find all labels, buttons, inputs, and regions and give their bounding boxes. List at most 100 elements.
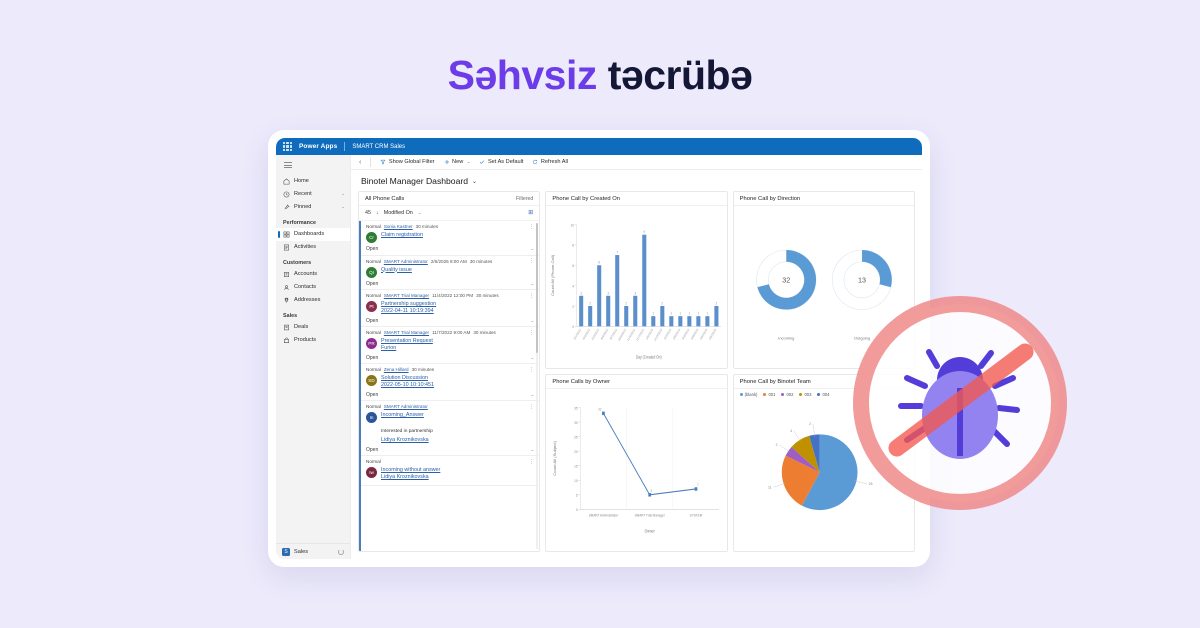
legend-item[interactable]: 002 [781, 392, 793, 397]
chevron-down-icon[interactable]: ⌄ [530, 246, 535, 251]
list-item[interactable]: Normal ⋮ Iw Incoming without answer Lidi… [361, 456, 540, 486]
area-switcher-icon[interactable] [338, 548, 344, 555]
more-options-icon[interactable]: ⋮ [528, 292, 535, 299]
bar-chart[interactable]: 0 2 4 6 8 10 3 3/1/2022 2 4/4/2022 6 6/2/2022 3 8/4/2… [546, 206, 726, 368]
svg-text:SMART Administrator: SMART Administrator [589, 513, 619, 517]
subject-link[interactable]: Presentation Request [381, 338, 433, 344]
legend-item[interactable]: 004 [817, 392, 829, 397]
chevron-down-icon[interactable]: ⌄ [530, 391, 535, 397]
chevron-down-icon[interactable]: ⌄ [530, 317, 535, 323]
chevron-down-icon[interactable]: ⌄ [530, 446, 535, 452]
subject-link[interactable]: Incoming without answer [381, 467, 441, 473]
subject-link[interactable]: Quality issue [381, 266, 412, 273]
more-options-icon[interactable]: ⋮ [528, 258, 535, 264]
sidebar-item-products[interactable]: Products [276, 334, 350, 347]
chevron-down-icon[interactable]: ⌄ [472, 178, 478, 185]
sidebar-item-activities[interactable]: Activities [276, 241, 350, 254]
sidebar-item-label: Pinned [294, 204, 312, 211]
subject-link[interactable]: Incoming_Answer [381, 412, 424, 418]
sidebar-item-accounts[interactable]: Accounts [276, 268, 350, 281]
subject-link[interactable]: Claim registration [381, 232, 423, 238]
list-item[interactable]: Normal SMART Trial Manager 11/4/2022 12:… [361, 290, 540, 327]
sidebar-item-home[interactable]: Home [276, 175, 350, 188]
chevron-down-icon[interactable]: ⌄ [341, 203, 345, 209]
sidebar-item-label: Dashboards [294, 231, 325, 238]
owner-link[interactable]: Zena Hillard [383, 367, 409, 372]
back-button[interactable]: ‹ [359, 158, 362, 166]
chevron-down-icon[interactable]: ⌄ [530, 280, 535, 286]
owner-link[interactable]: SMART Trial Manager [383, 293, 430, 298]
card-header: Phone Call by Binotel Team [733, 375, 914, 389]
owner-link[interactable]: SMART Administrator [383, 258, 428, 264]
refresh-all-button[interactable]: Refresh All [532, 159, 568, 165]
phone-calls-list[interactable]: Normal Sonia Kastner 30 minutes ⋮ Cr [359, 221, 540, 551]
list-item-subject: Incoming_Answer Interested in partnershi… [381, 412, 433, 444]
svg-text:5: 5 [651, 488, 653, 492]
donut-chart[interactable]: 32 Incoming 13 Outgoing [734, 206, 914, 368]
sidebar-item-pinned[interactable]: Pinned ⌄ [276, 201, 350, 214]
svg-text:32: 32 [782, 275, 790, 284]
list-item-meta: Normal SMART Administrator 2/6/2025 8:00… [366, 258, 534, 264]
duration-label: 30 minutes [415, 224, 439, 229]
subject-link[interactable]: Solution Discussion [381, 375, 429, 381]
list-item-subject: Solution Discussion 2022-05-10 10:10:451 [381, 375, 434, 389]
more-options-icon[interactable]: ⋮ [528, 223, 535, 230]
app-name-label[interactable]: SMART CRM Sales [352, 143, 406, 150]
more-options-icon[interactable]: ⋮ [528, 458, 535, 465]
owner-link[interactable]: SMART Trial Manager [383, 330, 430, 335]
svg-text:Owner: Owner [645, 528, 656, 534]
legend-item[interactable]: 001 [763, 392, 775, 397]
set-as-default-button[interactable]: Set As Default [479, 159, 523, 165]
accounts-icon [283, 271, 290, 278]
subject-sublink[interactable]: 2022-05-10 10:10:451 [381, 381, 435, 388]
sidebar-item-dashboards[interactable]: Dashboards [276, 227, 350, 241]
list-item[interactable]: Normal Zena Hillard 30 minutes ⋮ SD [361, 364, 540, 401]
svg-text:Count:All (Subject): Count:All (Subject) [554, 441, 557, 476]
more-options-icon[interactable]: ⋮ [528, 403, 535, 410]
waffle-menu-icon[interactable] [283, 142, 292, 151]
line-chart[interactable]: 0 5 10 15 20 25 30 35 33 SMART Administrator 5 SMAR… [546, 389, 726, 551]
refresh-icon [533, 159, 538, 165]
sidebar-item-addresses[interactable]: Addresses [276, 294, 350, 307]
list-item[interactable]: Normal SMART Trial Manager 11/7/2022 9:0… [361, 327, 540, 364]
svg-text:SYSTEM: SYSTEM [690, 513, 703, 517]
subject-sublink[interactable]: Furion [381, 344, 397, 351]
owner-link[interactable]: Sonia Kastner [383, 224, 413, 229]
dashboard-title-bar[interactable]: Binotel Manager Dashboard ⌄ [351, 170, 922, 191]
list-item[interactable]: Normal Sonia Kastner 30 minutes ⋮ Cr [361, 221, 540, 256]
sidebar-footer[interactable]: S Sales [276, 543, 350, 559]
sidebar-item-recent[interactable]: Recent ⌄ [276, 188, 350, 201]
chevron-down-icon[interactable]: ⌄ [341, 190, 345, 196]
list-item[interactable]: Normal SMART Administrator ⋮ In Incoming… [361, 401, 540, 456]
contact-link[interactable]: Lidiya Kroznikovska [381, 436, 429, 443]
sort-field-label[interactable]: Modified On [383, 210, 413, 216]
brand-label[interactable]: Power Apps [299, 143, 338, 150]
pie-chart[interactable]: 26 11 2 4 2 [734, 397, 914, 551]
subject-sublink[interactable]: 2022-04-11 10:19:394 [381, 307, 434, 314]
sidebar-item-deals[interactable]: Deals [276, 321, 350, 334]
record-count: 45 [365, 210, 371, 216]
subject-link[interactable]: Partnership suggestion [381, 301, 437, 307]
legend-item[interactable]: 003 [799, 392, 811, 397]
sidebar-item-contacts[interactable]: Contacts [276, 281, 350, 294]
card-title: Phone Call by Direction [739, 196, 801, 202]
show-global-filter-button[interactable]: Show Global Filter [380, 159, 435, 165]
chevron-down-icon[interactable]: ⌄ [466, 159, 471, 164]
owner-link[interactable]: SMART Administrator [383, 404, 428, 409]
list-settings-icon[interactable]: ⊞ [528, 210, 534, 216]
new-button[interactable]: New ⌄ [444, 159, 471, 165]
more-options-icon[interactable]: ⋮ [528, 329, 535, 336]
sidebar-collapse-icon[interactable] [276, 159, 350, 175]
list-item[interactable]: Normal SMART Administrator 2/6/2025 8:00… [361, 256, 540, 290]
activities-icon [283, 244, 290, 251]
contact-link[interactable]: Lidiya Kroznikovska [381, 473, 429, 480]
legend-item[interactable]: (blank) [739, 392, 757, 397]
priority-label: Normal [366, 330, 381, 335]
command-bar: ‹ Show Global Filter New ⌄ [351, 155, 922, 170]
chevron-down-icon[interactable]: ⌄ [530, 354, 535, 360]
list-scrollbar[interactable] [535, 223, 539, 549]
svg-text:10: 10 [571, 223, 574, 227]
more-options-icon[interactable]: ⋮ [528, 366, 535, 373]
sort-direction-icon[interactable]: ↓ [376, 210, 379, 216]
chevron-down-icon[interactable]: ⌄ [417, 210, 422, 215]
